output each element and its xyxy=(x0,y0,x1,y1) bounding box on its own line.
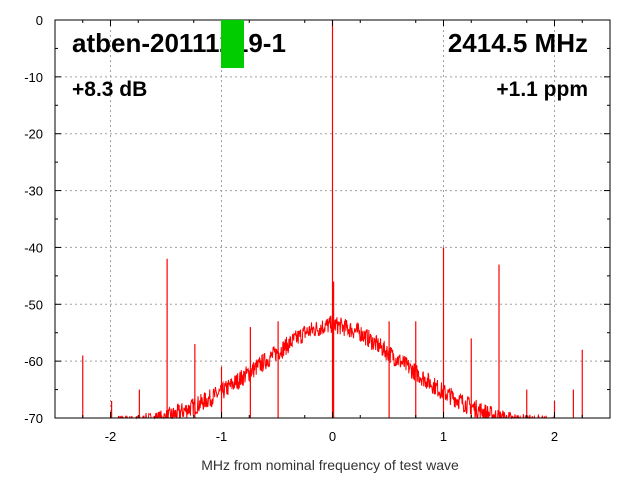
x-tick-label: -1 xyxy=(216,429,228,444)
x-axis-title: MHz from nominal frequency of test wave xyxy=(201,457,459,473)
x-tick-label: -2 xyxy=(105,429,117,444)
device-label: atben-20111219-1 xyxy=(72,28,286,58)
y-tick-label: -70 xyxy=(24,411,43,426)
gain-label: +8.3 dB xyxy=(72,78,147,101)
x-tick-label: 2 xyxy=(551,429,558,444)
x-tick-label: 1 xyxy=(440,429,447,444)
frequency-label: 2414.5 MHz xyxy=(448,28,588,58)
y-tick-label: -60 xyxy=(24,354,43,369)
status-indicator xyxy=(221,20,244,68)
x-tick-label: 0 xyxy=(329,429,336,444)
y-tick-label: -50 xyxy=(24,297,43,312)
y-tick-label: -20 xyxy=(24,127,43,142)
y-tick-label: -30 xyxy=(24,184,43,199)
y-tick-label: -40 xyxy=(24,240,43,255)
y-tick-label: -10 xyxy=(24,70,43,85)
axis-ticks: -2 -1 0 1 20-10-20-30-40-50-60-70 xyxy=(24,13,610,444)
y-tick-label: 0 xyxy=(36,13,43,28)
spectrum-trace xyxy=(82,20,583,420)
offset-label: +1.1 ppm xyxy=(496,78,588,101)
